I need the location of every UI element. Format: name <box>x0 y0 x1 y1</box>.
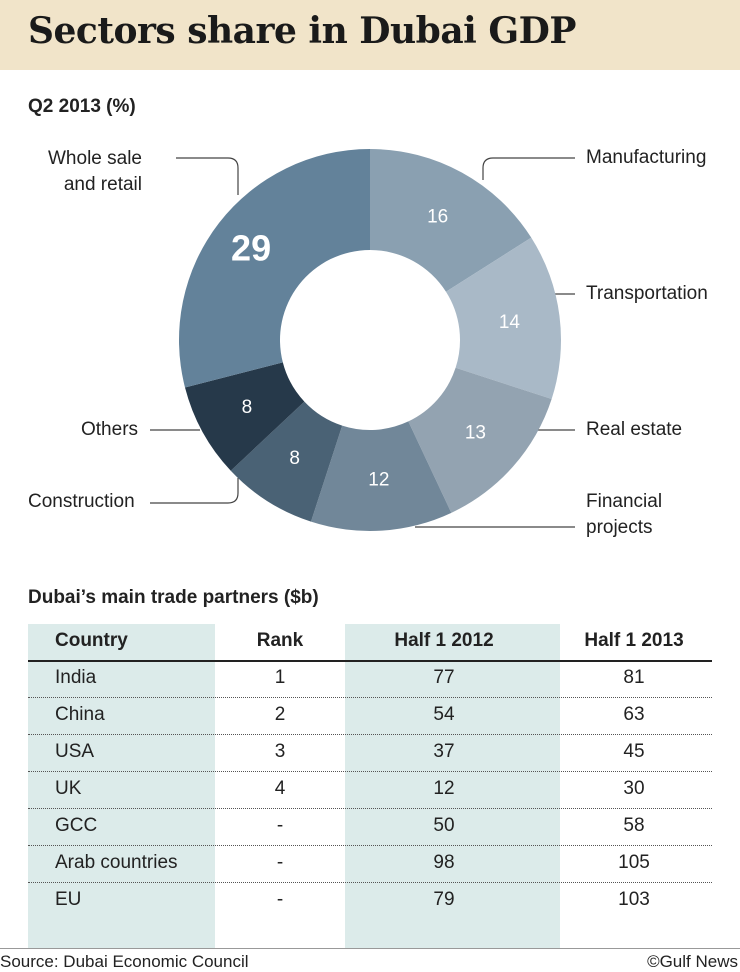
table-cell: 77 <box>433 667 455 688</box>
table-cell: 3 <box>274 741 286 762</box>
header-half2012: Half 1 2012 <box>394 630 494 651</box>
slice-transportation <box>445 237 561 400</box>
slice-real-estate <box>408 367 552 513</box>
leader-construction <box>150 478 239 504</box>
donut-chart: 16 14 13 12 8 8 29 <box>150 149 575 531</box>
table-cell: Arab countries <box>55 852 178 873</box>
table-cell: 2 <box>274 704 286 725</box>
table-cell: 105 <box>618 852 650 873</box>
row-divider <box>28 882 712 883</box>
slice-others <box>185 362 305 471</box>
leader-wholesale <box>176 157 239 195</box>
table-cell: 54 <box>433 704 455 725</box>
slice-financial-projects <box>310 421 452 531</box>
label-wholesale: Whole sale and retail <box>48 148 142 195</box>
table-cell: 63 <box>623 704 645 725</box>
table-cell: - <box>276 852 284 873</box>
header-country: Country <box>55 630 128 651</box>
table-cell: India <box>55 667 97 688</box>
table-cell: 79 <box>433 889 455 910</box>
table-cell: 103 <box>618 889 650 910</box>
leader-lines <box>150 157 575 528</box>
table-cell: 98 <box>433 852 455 873</box>
table-cell: UK <box>55 778 82 799</box>
row-divider <box>28 771 712 772</box>
label-transportation: Transportation <box>586 283 708 304</box>
page-title: Sectors share in Dubai GDP <box>28 10 576 52</box>
table-cell: - <box>276 889 284 910</box>
leader-manufacturing <box>482 157 575 180</box>
table-cell: EU <box>55 889 82 910</box>
chart-subtitle: Q2 2013 (%) <box>28 96 136 117</box>
table-cell: China <box>55 704 105 725</box>
row-divider <box>28 845 712 846</box>
row-divider <box>28 697 712 698</box>
table-cell: - <box>276 815 284 836</box>
row-divider <box>28 734 712 735</box>
header-rule <box>28 660 712 662</box>
slice-construction <box>230 401 343 522</box>
header-half2013: Half 1 2013 <box>584 630 684 651</box>
slice-value-label: 8 <box>242 397 253 418</box>
table-cell: 50 <box>433 815 455 836</box>
label-real-estate: Real estate <box>586 419 683 440</box>
label-construction: Construction <box>28 491 135 512</box>
slice-value-label: 13 <box>465 422 486 443</box>
label-financial: Financial projects <box>586 491 663 538</box>
table-cell: USA <box>55 741 95 762</box>
row-divider <box>28 808 712 809</box>
table-cell: 81 <box>623 667 645 688</box>
table-cell: 1 <box>274 667 286 688</box>
footer-rule <box>0 948 740 949</box>
label-others: Others <box>81 419 139 440</box>
table-cell: 58 <box>623 815 645 836</box>
label-manufacturing: Manufacturing <box>586 147 707 168</box>
table-cell: 30 <box>623 778 645 799</box>
slice-value-label: 12 <box>368 470 389 491</box>
slice-value-label: 29 <box>231 227 271 268</box>
slice-whole-sale-and-retail <box>179 149 370 388</box>
source-note: Source: Dubai Economic Council <box>0 952 249 971</box>
title-banner <box>0 0 740 70</box>
header-rank: Rank <box>256 630 304 651</box>
slice-value-label: 16 <box>427 206 448 227</box>
table-cell: 37 <box>433 741 455 762</box>
table-cell: 12 <box>433 778 455 799</box>
slice-value-label: 8 <box>289 448 300 469</box>
half2012-column-bg <box>345 624 560 948</box>
table-title: Dubai’s main trade partners ($b) <box>28 587 319 608</box>
table-cell: 45 <box>623 741 645 762</box>
slice-value-label: 14 <box>499 312 521 333</box>
slice-manufacturing <box>370 149 532 292</box>
table-cell: 4 <box>274 778 286 799</box>
country-column-bg <box>28 624 215 948</box>
table-cell: GCC <box>55 815 98 836</box>
credit: ©Gulf News <box>647 952 738 971</box>
